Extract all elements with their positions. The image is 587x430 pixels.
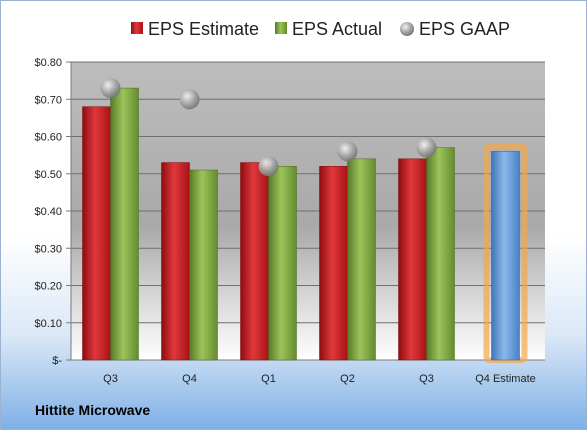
x-tick-label: Q4 <box>182 373 197 385</box>
legend-label-actual: EPS Actual <box>292 19 382 39</box>
y-axis-labels: $0.80 $0.70 $0.60 $0.50 $0.40 $0.30 $0.20 $0.10… <box>34 57 62 367</box>
y-tick-label: $0.50 <box>34 169 62 181</box>
point-eps-gaap <box>416 137 437 158</box>
legend-swatch-gaap <box>400 22 414 36</box>
bar-eps-actual <box>426 147 455 361</box>
y-tick-label: $0.20 <box>34 281 62 293</box>
legend-label-gaap: EPS GAAP <box>419 19 510 39</box>
y-tick-label: $0.80 <box>34 57 62 69</box>
y-tick-label: $0.10 <box>34 318 62 330</box>
x-tick-label: Q4 Estimate <box>475 373 536 385</box>
y-tick-label: $- <box>52 355 62 367</box>
bar-eps-actual <box>268 166 297 361</box>
x-tick-label: Q2 <box>340 373 355 385</box>
y-tick-label: $0.40 <box>34 206 62 218</box>
bars <box>82 87 528 363</box>
point-eps-gaap <box>179 89 200 110</box>
x-axis-labels: Q3 Q4 Q1 Q2 Q3 Q4 Estimate <box>103 373 536 385</box>
x-tick-label: Q3 <box>103 373 118 385</box>
bar-eps-actual <box>110 87 139 361</box>
y-tick-label: $0.60 <box>34 132 62 144</box>
company-name: Hittite Microwave <box>35 402 151 418</box>
point-eps-gaap <box>100 78 121 99</box>
legend: EPS Estimate EPS Actual EPS GAAP <box>131 19 510 39</box>
bar-eps-estimate <box>240 162 269 361</box>
y-tick-label: $0.70 <box>34 94 62 106</box>
gridlines <box>66 61 545 361</box>
bar-q4-estimate <box>491 151 520 361</box>
x-tick-label: Q1 <box>261 373 276 385</box>
point-eps-gaap <box>258 156 279 177</box>
bar-eps-actual <box>347 158 376 361</box>
gaap-points <box>100 78 437 177</box>
bar-eps-estimate <box>82 106 111 361</box>
bar-eps-estimate <box>398 158 427 361</box>
y-tick-label: $0.30 <box>34 243 62 255</box>
point-eps-gaap <box>337 141 358 162</box>
legend-swatch-estimate <box>131 22 143 34</box>
x-tick-label: Q3 <box>419 373 434 385</box>
bar-eps-estimate <box>319 166 348 361</box>
legend-label-estimate: EPS Estimate <box>148 19 259 39</box>
bar-eps-actual <box>189 169 218 361</box>
bar-eps-estimate <box>161 162 190 361</box>
legend-swatch-actual <box>275 22 287 34</box>
